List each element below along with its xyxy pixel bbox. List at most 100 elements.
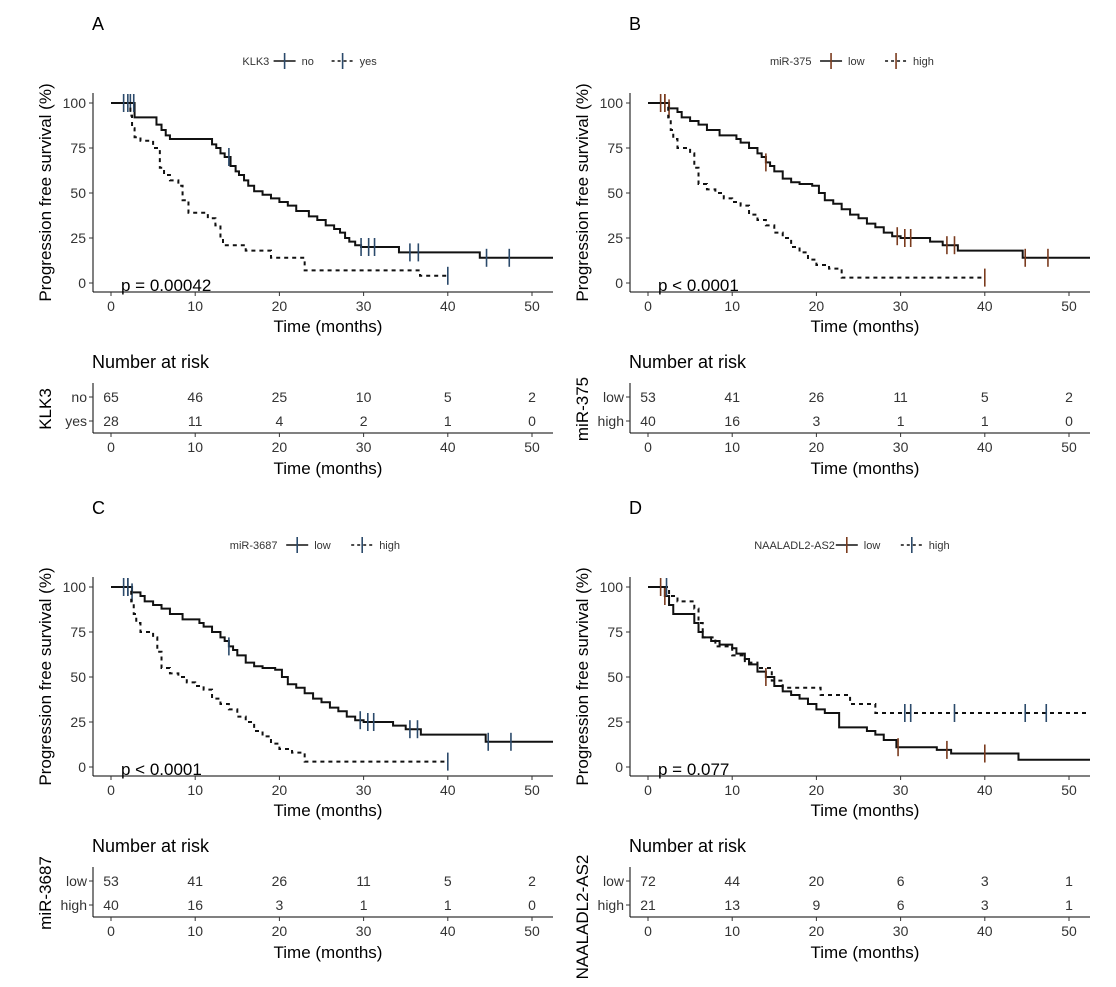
x-tick-label: 50 — [524, 298, 540, 314]
x-tick-label: 50 — [1061, 298, 1077, 314]
risk-row-label: yes — [65, 413, 87, 429]
risk-x-tick-label: 20 — [272, 923, 288, 939]
risk-x-tick-label: 10 — [724, 439, 740, 455]
risk-x-tick-label: 30 — [356, 439, 372, 455]
risk-x-tick-label: 40 — [440, 439, 456, 455]
legend-label-high: high — [379, 540, 400, 552]
risk-count: 5 — [444, 389, 452, 405]
risk-row-label: high — [61, 897, 87, 913]
risk-count: 25 — [272, 389, 288, 405]
legend-label-low: low — [314, 540, 331, 552]
risk-count: 41 — [724, 389, 740, 405]
risk-table-title: Number at risk — [92, 352, 210, 372]
y-tick-label: 50 — [70, 669, 86, 685]
survival-curve-no — [111, 102, 553, 259]
risk-count: 2 — [528, 389, 536, 405]
x-tick-label: 20 — [272, 782, 288, 798]
risk-x-tick-label: 40 — [977, 923, 993, 939]
p-value: p < 0.0001 — [658, 276, 739, 295]
risk-count: 6 — [897, 897, 905, 913]
risk-x-axis-title: Time (months) — [811, 943, 920, 962]
risk-x-tick-label: 30 — [356, 923, 372, 939]
panel-label: D — [629, 498, 642, 518]
legend-title: miR-3687 — [230, 540, 278, 552]
risk-strata-title: miR-375 — [573, 377, 592, 441]
legend-label-yes: yes — [360, 56, 378, 68]
x-tick-label: 0 — [644, 782, 652, 798]
x-axis-title: Time (months) — [811, 317, 920, 336]
risk-x-tick-label: 20 — [809, 923, 825, 939]
risk-count: 9 — [813, 897, 821, 913]
x-tick-label: 10 — [724, 782, 740, 798]
x-tick-label: 0 — [644, 298, 652, 314]
risk-count: 26 — [809, 389, 825, 405]
risk-count: 10 — [356, 389, 372, 405]
risk-count: 4 — [276, 413, 284, 429]
risk-count: 40 — [640, 413, 656, 429]
survival-curve-low — [111, 586, 553, 743]
x-tick-label: 20 — [809, 298, 825, 314]
y-axis-title: Progression free survival (%) — [573, 83, 592, 301]
risk-x-tick-label: 20 — [809, 439, 825, 455]
risk-x-axis-title: Time (months) — [274, 459, 383, 478]
x-axis-title: Time (months) — [811, 801, 920, 820]
risk-row-label: no — [71, 389, 87, 405]
x-tick-label: 50 — [1061, 782, 1077, 798]
p-value: p < 0.0001 — [121, 760, 202, 779]
legend-title: KLK3 — [242, 56, 269, 68]
x-axis-title: Time (months) — [274, 317, 383, 336]
panel-label: A — [92, 14, 104, 34]
x-tick-label: 30 — [356, 298, 372, 314]
risk-count: 28 — [103, 413, 119, 429]
risk-count: 11 — [356, 873, 371, 889]
risk-count: 72 — [640, 873, 656, 889]
y-axis-title: Progression free survival (%) — [36, 83, 55, 301]
risk-count: 3 — [276, 897, 284, 913]
x-tick-label: 30 — [893, 298, 909, 314]
risk-x-axis-title: Time (months) — [274, 943, 383, 962]
risk-x-axis-title: Time (months) — [811, 459, 920, 478]
risk-x-tick-label: 10 — [187, 439, 203, 455]
risk-row-label: low — [603, 389, 625, 405]
risk-count: 0 — [528, 897, 536, 913]
x-tick-label: 30 — [356, 782, 372, 798]
x-axis-title: Time (months) — [274, 801, 383, 820]
x-tick-label: 0 — [107, 298, 115, 314]
x-tick-label: 20 — [809, 782, 825, 798]
x-tick-label: 40 — [440, 782, 456, 798]
risk-count: 21 — [640, 897, 656, 913]
legend: miR-3687 low high — [230, 537, 400, 553]
risk-row-label: low — [603, 873, 625, 889]
risk-count: 2 — [1065, 389, 1073, 405]
y-axis-title: Progression free survival (%) — [573, 567, 592, 785]
y-tick-label: 25 — [607, 714, 623, 730]
risk-strata-title: miR-3687 — [36, 856, 55, 930]
survival-curve-yes — [111, 102, 448, 277]
y-axis-title: Progression free survival (%) — [36, 567, 55, 785]
legend-label-high: high — [929, 540, 950, 552]
risk-count: 44 — [724, 873, 740, 889]
legend: NAALADL2-AS2 low high — [754, 537, 950, 553]
risk-count: 20 — [809, 873, 825, 889]
legend-label-high: high — [913, 56, 934, 68]
risk-row-label: low — [66, 873, 88, 889]
risk-x-tick-label: 10 — [724, 923, 740, 939]
panel-label: C — [92, 498, 105, 518]
legend-label-low: low — [848, 56, 865, 68]
y-tick-label: 0 — [615, 759, 623, 775]
y-tick-label: 0 — [78, 759, 86, 775]
risk-x-tick-label: 40 — [440, 923, 456, 939]
risk-count: 1 — [444, 897, 452, 913]
risk-table-title: Number at risk — [629, 836, 747, 856]
risk-strata-title: NAALADL2-AS2 — [573, 855, 592, 980]
risk-count: 65 — [103, 389, 119, 405]
risk-x-tick-label: 0 — [107, 439, 115, 455]
risk-count: 6 — [897, 873, 905, 889]
legend-title: NAALADL2-AS2 — [754, 540, 835, 552]
risk-count: 40 — [103, 897, 119, 913]
risk-count: 26 — [272, 873, 288, 889]
risk-x-tick-label: 50 — [1061, 439, 1077, 455]
risk-count: 11 — [188, 413, 203, 429]
